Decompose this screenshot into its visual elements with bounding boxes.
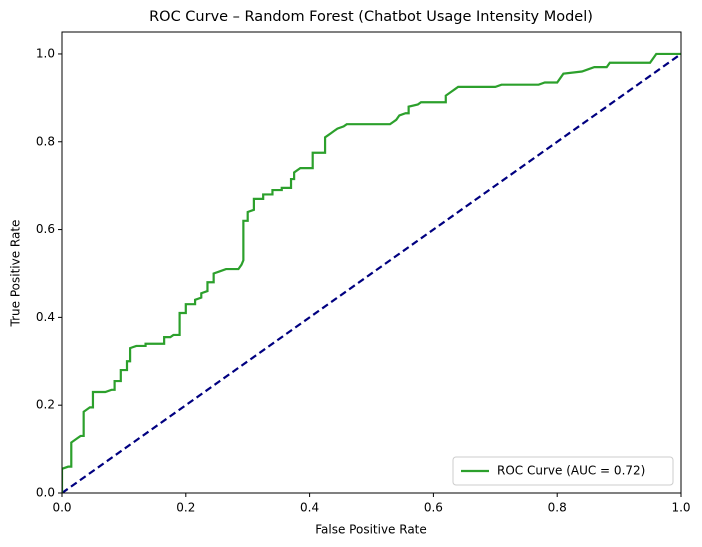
x-tick-label: 0.6 [424,501,443,515]
plot-frame [61,31,682,494]
y-tick-label: 0.4 [36,310,55,324]
y-axis-label: True Positive Rate [9,220,23,328]
x-tick-label: 0.4 [300,501,319,515]
line [62,53,681,493]
x-tick-label: 0.8 [548,501,567,515]
x-axis-label: False Positive Rate [315,523,427,537]
x-tick-label: 0.0 [52,501,71,515]
y-tick-label: 0.2 [36,398,55,412]
y-tick-label: 0.0 [36,486,55,500]
y-tick-label: 0.6 [36,222,55,236]
line [62,52,681,493]
chart-title: ROC Curve – Random Forest (Chatbot Usage… [149,9,593,25]
legend-label: ROC Curve (AUC = 0.72) [497,464,645,478]
y-tick-label: 0.8 [36,134,55,148]
y-tick-label: 1.0 [36,46,55,60]
x-tick-label: 1.0 [671,501,690,515]
legend-box [452,456,674,486]
x-tick-label: 0.2 [176,501,195,515]
